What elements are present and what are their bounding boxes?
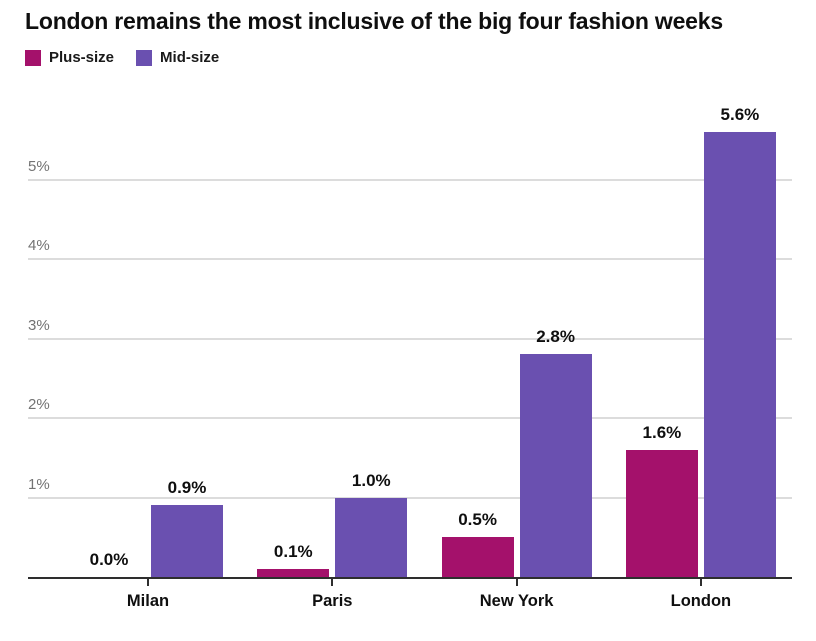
x-axis-tick-london: [699, 579, 702, 586]
bar-paris-mid-size: [335, 497, 408, 577]
legend-item-plus-size: Plus-size: [25, 49, 114, 66]
x-axis-label-new-york: New York: [479, 592, 554, 610]
bar-paris-plus-size: [257, 569, 330, 577]
value-label-milan-mid-size: 0.9%: [167, 478, 207, 498]
x-axis-tick-paris: [331, 579, 334, 586]
x-axis-label-milan: Milan: [126, 592, 170, 610]
y-axis-label-2pct: 2%: [28, 396, 50, 413]
value-label-new-york-plus-size: 0.5%: [458, 510, 497, 530]
legend: Plus-size Mid-size: [25, 49, 219, 66]
y-axis-label-5pct: 5%: [28, 157, 50, 175]
y-axis-label-4pct: 4%: [28, 237, 50, 254]
bar-new-york-plus-size: [441, 537, 514, 577]
x-axis-tick-milan: [147, 579, 149, 586]
gridline-4pct: [28, 258, 792, 260]
value-label-paris-plus-size: 0.1%: [273, 542, 313, 562]
value-label-new-york-mid-size: 2.8%: [536, 327, 575, 347]
gridline-1pct: [28, 496, 792, 499]
bar-london-mid-size: [703, 131, 776, 577]
value-label-paris-mid-size: 1.0%: [351, 470, 391, 490]
x-axis-label-paris: Paris: [312, 592, 353, 610]
x-axis-line: [28, 577, 792, 579]
y-axis-label-3pct: 3%: [28, 316, 50, 334]
value-label-london-plus-size: 1.6%: [642, 422, 682, 442]
gridline-3pct: [28, 337, 792, 340]
chart-title: London remains the most inclusive of the…: [25, 8, 723, 34]
x-axis-label-london: London: [670, 592, 732, 610]
bar-london-plus-size: [625, 449, 698, 577]
legend-label-plus-size: Plus-size: [49, 49, 115, 66]
bar-new-york-mid-size: [519, 354, 592, 577]
legend-item-mid-size: Mid-size: [136, 49, 219, 66]
gridline-5pct: [28, 178, 792, 181]
mid-size-swatch-icon: [136, 49, 153, 66]
value-label-milan-plus-size: 0.0%: [89, 550, 129, 569]
bar-milan-mid-size: [151, 505, 223, 577]
y-axis-label-1pct: 1%: [28, 475, 50, 493]
value-label-london-mid-size: 5.6%: [720, 104, 760, 124]
x-axis-tick-new-york: [515, 579, 518, 586]
gridline-2pct: [28, 417, 792, 419]
legend-label-mid-size: Mid-size: [160, 49, 220, 66]
plus-size-swatch-icon: [25, 49, 41, 66]
